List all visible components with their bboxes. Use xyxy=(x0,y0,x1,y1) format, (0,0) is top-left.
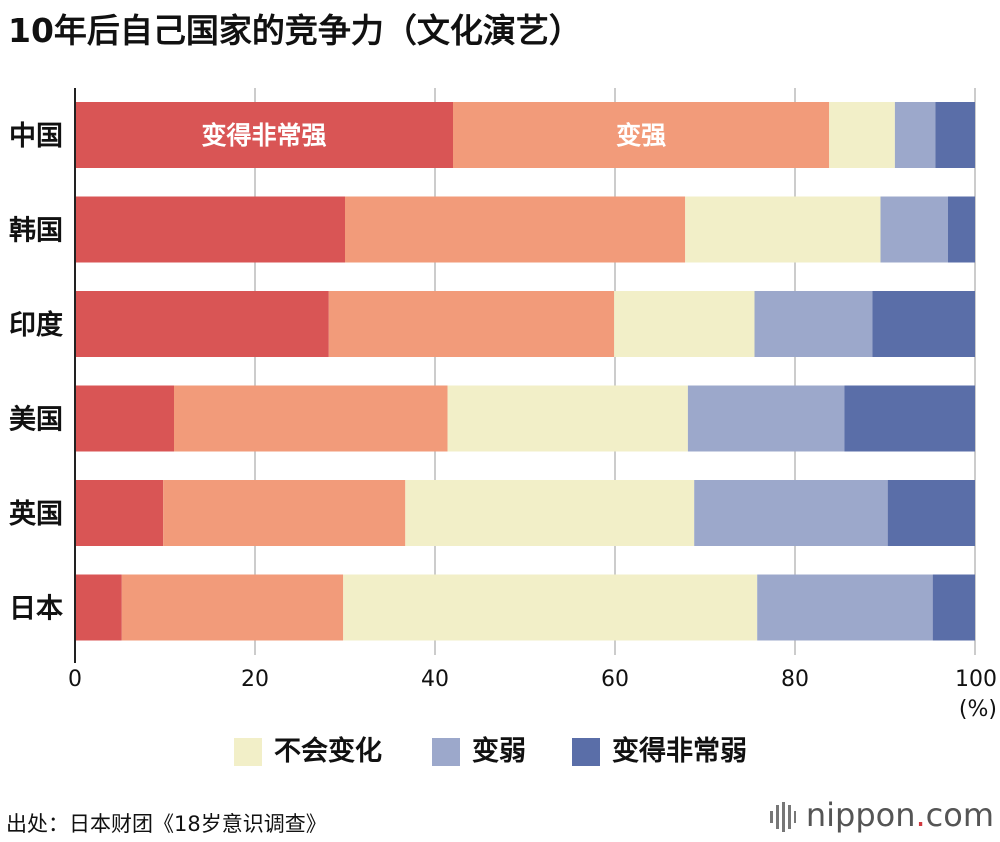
x-tick-label-40: 40 xyxy=(421,667,449,692)
bar-0-series-3 xyxy=(894,102,936,168)
bar-0-series-4 xyxy=(935,102,975,168)
x-tick-label-60: 60 xyxy=(601,667,629,692)
bar-4-series-3 xyxy=(694,480,888,546)
legend-label-much-weaker: 变得非常弱 xyxy=(612,736,747,767)
bar-5-series-4 xyxy=(932,574,975,641)
bar-1-series-1 xyxy=(345,196,686,263)
legend-label-no-change: 不会变化 xyxy=(274,736,382,767)
x-tick-label-20: 20 xyxy=(241,667,269,692)
brand-logo: nippon.com xyxy=(769,796,994,836)
bar-1-series-4 xyxy=(948,196,975,263)
bar-1-series-3 xyxy=(880,196,948,263)
bar-5-series-0 xyxy=(75,574,122,641)
bar-0-series-0 xyxy=(75,102,453,168)
brand-name: nippon xyxy=(805,796,916,834)
bar-0-series-2 xyxy=(829,102,895,168)
legend-swatch-no-change xyxy=(234,738,262,766)
legend-label-weaker: 变弱 xyxy=(472,736,526,767)
category-label-2: 印度 xyxy=(9,309,63,341)
bar-4-series-0 xyxy=(75,480,164,546)
bar-2-series-2 xyxy=(614,291,755,357)
bar-3-series-0 xyxy=(75,385,174,452)
bar-1-series-0 xyxy=(75,196,345,263)
chart-title: 10年后自己国家的竞争力（文化演艺） xyxy=(8,11,582,50)
x-tick-label-0: 0 xyxy=(68,667,82,692)
x-tick-label-100: 100 xyxy=(955,667,997,692)
bar-5-series-3 xyxy=(757,574,933,641)
bar-2-series-3 xyxy=(754,291,873,357)
category-label-1: 韩国 xyxy=(9,216,63,247)
legend: 不会变化 变弱 变得非常弱 xyxy=(0,728,1000,778)
legend-swatch-weaker xyxy=(432,738,460,766)
segment-label-0: 变得非常强 xyxy=(201,121,326,150)
bar-3-series-3 xyxy=(687,385,845,452)
bar-2-series-4 xyxy=(872,291,975,357)
bar-0-series-1 xyxy=(453,102,830,168)
bar-4-series-2 xyxy=(405,480,695,546)
bar-3-series-2 xyxy=(447,385,688,452)
source-note: 出处：日本财团《18岁意识调查》 xyxy=(6,812,327,836)
category-label-3: 美国 xyxy=(9,404,63,436)
category-label-4: 英国 xyxy=(9,499,63,530)
x-unit-label: (%) xyxy=(959,697,997,722)
bar-5-series-1 xyxy=(121,574,344,641)
bar-3-series-4 xyxy=(844,385,975,452)
brand-suffix: com xyxy=(925,796,994,834)
bar-4-series-4 xyxy=(887,480,975,546)
bar-4-series-1 xyxy=(163,480,406,546)
legend-swatch-much-weaker xyxy=(572,738,600,766)
brand-dot: . xyxy=(915,796,926,834)
category-label-0: 中国 xyxy=(9,121,63,152)
x-tick-label-80: 80 xyxy=(781,667,809,692)
bar-2-series-0 xyxy=(75,291,329,357)
category-label-5: 日本 xyxy=(9,594,63,625)
bar-2-series-1 xyxy=(328,291,615,357)
bar-1-series-2 xyxy=(685,196,881,263)
bar-5-series-2 xyxy=(343,574,758,641)
nippon-logo-icon xyxy=(769,802,796,832)
segment-label-1: 变强 xyxy=(616,121,666,150)
bar-3-series-1 xyxy=(174,385,448,452)
